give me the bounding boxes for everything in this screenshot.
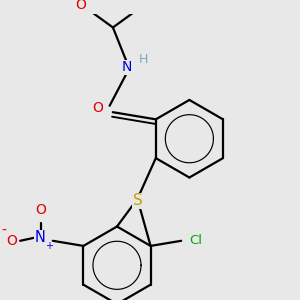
Text: +: + — [45, 241, 53, 251]
Text: -: - — [2, 224, 6, 238]
Text: O: O — [92, 101, 103, 115]
Text: Cl: Cl — [189, 234, 202, 247]
Text: S: S — [133, 194, 142, 208]
Text: N: N — [35, 230, 46, 245]
Text: O: O — [35, 203, 46, 217]
Text: N: N — [122, 60, 132, 74]
Text: O: O — [7, 234, 17, 248]
Text: H: H — [139, 52, 148, 66]
Text: O: O — [75, 0, 86, 12]
